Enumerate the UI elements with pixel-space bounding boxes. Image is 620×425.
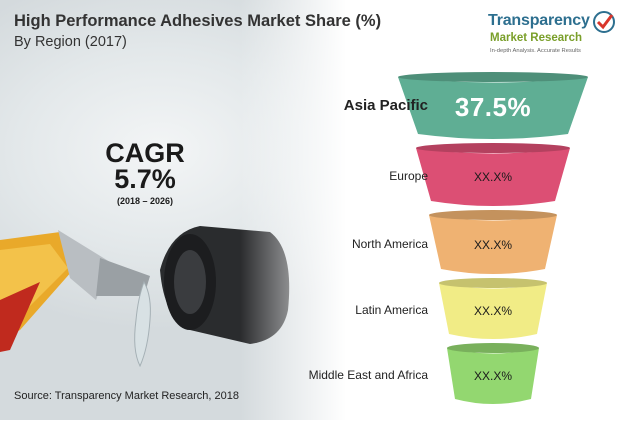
logo-line2: Market Research: [490, 32, 583, 44]
funnel-segment-rim-latin-america: [439, 278, 547, 288]
logo-tagline: In-depth Analysis. Accurate Results: [490, 48, 581, 54]
cagr-period: (2018 – 2026): [116, 196, 174, 206]
funnel-label-north-america: North America: [351, 236, 428, 251]
cagr-block: CAGR 5.7% (2018 – 2026): [100, 138, 190, 207]
funnel-value-latin-america: XX.X%: [473, 304, 512, 318]
source-note: Source: Transparency Market Research, 20…: [14, 390, 240, 402]
funnel-value-europe: XX.X%: [473, 170, 512, 184]
funnel-value-middle-east-and-africa: XX.X%: [473, 369, 512, 383]
funnel-segment-latin-america: [439, 283, 547, 339]
funnel-segment-rim-north-america: [429, 210, 557, 220]
funnel-segment-europe: [416, 148, 570, 206]
background-fade: [240, 0, 620, 420]
funnel-label-latin-america: Latin America: [355, 303, 428, 317]
logo-line1: Transparency: [488, 12, 590, 29]
funnel-segment-middle-east-and-africa: [447, 348, 539, 404]
funnel-label-middle-east-and-africa: Middle East and Africa: [308, 368, 428, 382]
cagr-value: 5.7%: [114, 164, 176, 194]
logo-check-icon: [593, 11, 615, 33]
chart-subtitle: By Region (2017): [14, 34, 127, 50]
funnel-label-asia-pacific: Asia Pacific: [343, 97, 428, 114]
funnel-segment-north-america: [429, 215, 557, 274]
funnel-segment-asia-pacific: [398, 77, 588, 139]
company-logo: Transparency Market Research In-depth An…: [488, 10, 615, 68]
funnel-segment-rim-asia-pacific: [398, 72, 588, 82]
chart-header: High Performance Adhesives Market Share …: [14, 12, 381, 50]
chart-title: High Performance Adhesives Market Share …: [14, 12, 382, 30]
funnel-value-north-america: XX.X%: [473, 237, 512, 252]
cagr-label: CAGR: [105, 138, 185, 168]
funnel-value-asia-pacific: 37.5%: [454, 92, 532, 122]
funnel-label-europe: Europe: [389, 169, 428, 183]
funnel-segment-rim-europe: [416, 143, 570, 153]
funnel-segment-rim-middle-east-and-africa: [447, 343, 539, 353]
